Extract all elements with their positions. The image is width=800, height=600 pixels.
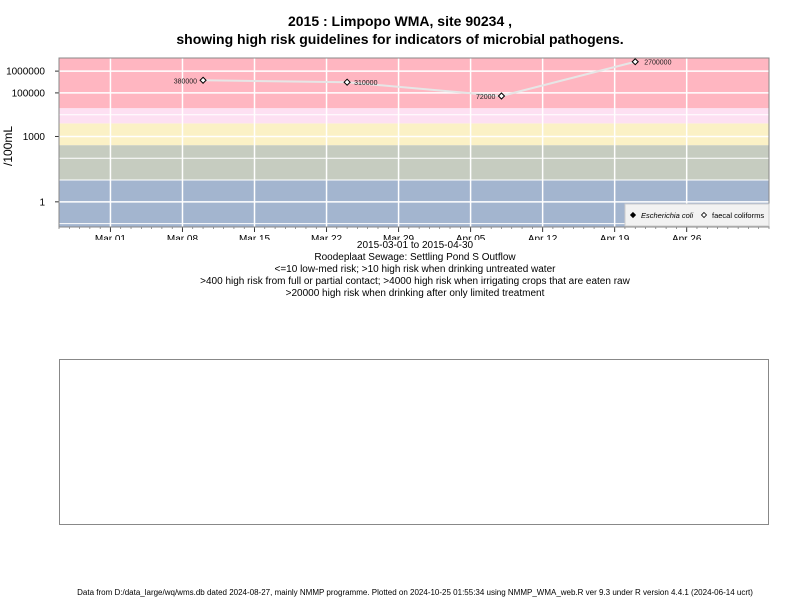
plot-frame	[58, 57, 770, 228]
data-label: 310000	[354, 80, 377, 87]
site-name: Roodeplaat Sewage: Settling Pond S Outfl…	[314, 252, 516, 263]
x-tick-label: Mar 15	[239, 234, 271, 240]
chart-title: 2015 : Limpopo WMA, site 90234 ,	[287, 13, 513, 29]
legend-label: Escherichia coli	[641, 211, 693, 220]
y-tick-label: 1	[39, 197, 45, 208]
legend-marker	[700, 211, 708, 219]
series-line-2	[203, 60, 636, 98]
data-point	[497, 92, 506, 100]
x-tick-label: Mar 01	[95, 234, 127, 240]
x-tick-label: Mar 08	[167, 234, 199, 240]
risk-band-4	[59, 108, 769, 124]
data-point	[631, 58, 639, 66]
data-label: 380000	[174, 78, 197, 85]
legend: Escherichia coli faecal coliforms	[624, 203, 770, 227]
data-label: 72000	[476, 94, 496, 101]
date-range-label: 2015-03-01 to 2015-04-30	[356, 240, 474, 251]
y-axis-label: /100mL	[1, 126, 15, 166]
y-tick-label: 100000	[12, 88, 46, 99]
x-tick-label: Apr 19	[600, 234, 630, 240]
y-tick-label: 1000000	[6, 67, 45, 78]
guideline-line-1: <=10 low-med risk; >10 high risk when dr…	[274, 264, 556, 275]
legend-marker	[629, 211, 637, 219]
legend-label: faecal coliforms	[712, 211, 764, 220]
risk-band-2	[59, 145, 769, 181]
y-tick-label: 1000	[23, 132, 46, 143]
x-tick-label: Apr 05	[456, 234, 486, 240]
guideline-line-3: >20000 high risk when drinking after onl…	[285, 288, 545, 299]
x-tick-label: Apr 26	[672, 234, 702, 240]
x-tick-label: Mar 29	[383, 234, 415, 240]
x-tick-label: Mar 22	[311, 234, 343, 240]
microbial-risk-chart: 380000 310000 72000 2700000 Mar 01 Mar 08 Mar…	[1, 57, 770, 240]
data-label: 2700000	[644, 60, 671, 67]
footer-note: Data from D:/data_large/wq/wms.db dated …	[77, 588, 753, 597]
x-tick-label: Apr 12	[528, 234, 558, 240]
data-point	[343, 78, 351, 86]
chart-subtitle: showing high risk guidelines for indicat…	[176, 31, 624, 47]
risk-band-5	[59, 58, 769, 109]
empty-plot-panel	[59, 359, 769, 525]
legend-box	[624, 203, 770, 227]
risk-band-3	[59, 123, 769, 146]
data-point	[199, 76, 207, 84]
guideline-line-2: >400 high risk from full or partial cont…	[200, 276, 630, 287]
